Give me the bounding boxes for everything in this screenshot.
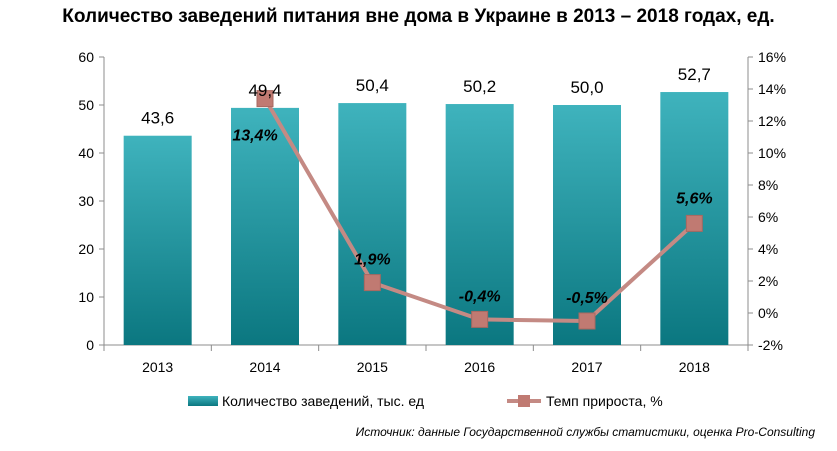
bar-value-label: 50,4 — [356, 76, 389, 95]
source-note: Источник: данные Государственной службы … — [355, 425, 815, 439]
growth-value-label: -0,4% — [459, 288, 501, 305]
chart-title: Количество заведений питания вне дома в … — [62, 6, 775, 27]
bar-value-label: 50,2 — [463, 77, 496, 96]
x-tick-label: 2018 — [679, 359, 710, 375]
y-right-tick-label: 6% — [758, 209, 778, 225]
x-tick-label: 2014 — [249, 359, 280, 375]
y-right-tick-label: 10% — [758, 145, 786, 161]
x-tick-label: 2017 — [571, 359, 602, 375]
bar — [123, 135, 192, 345]
growth-marker — [256, 90, 274, 108]
y-right-tick-label: 14% — [758, 81, 786, 97]
growth-marker — [363, 274, 381, 292]
y-right-tick-label: -2% — [758, 337, 783, 353]
legend-line-label: Темп прироста, % — [546, 393, 663, 409]
y-right-tick-label: 0% — [758, 305, 778, 321]
x-tick-label: 2013 — [142, 359, 173, 375]
bar-value-label: 49,4 — [248, 81, 281, 100]
y-right-tick-label: 2% — [758, 273, 778, 289]
y-left-tick-label: 10 — [78, 289, 94, 305]
bar — [553, 105, 621, 345]
bar — [231, 107, 299, 345]
y-left-tick-label: 50 — [78, 97, 94, 113]
y-right-tick-label: 16% — [758, 49, 786, 65]
growth-value-label: 1,9% — [354, 252, 390, 269]
legend-bar-swatch — [188, 396, 218, 406]
bar-value-label: 52,7 — [678, 65, 711, 84]
y-right-tick-label: 8% — [758, 177, 778, 193]
growth-marker — [685, 214, 703, 232]
growth-marker — [578, 312, 596, 330]
growth-marker — [471, 310, 489, 328]
bar — [338, 103, 407, 345]
growth-value-label: -0,5% — [566, 290, 608, 307]
y-right-tick-label: 12% — [758, 113, 786, 129]
bar-value-label: 43,6 — [141, 109, 174, 128]
y-left-tick-label: 0 — [86, 337, 94, 353]
legend-bar-label: Количество заведений, тыс. ед — [222, 393, 424, 409]
y-left-tick-label: 30 — [78, 193, 94, 209]
bar — [445, 104, 514, 345]
legend-line-marker — [518, 395, 530, 407]
growth-value-label: 13,4% — [232, 128, 277, 145]
y-left-tick-label: 20 — [78, 241, 94, 257]
bar-value-label: 50,0 — [570, 78, 603, 97]
x-tick-label: 2015 — [357, 359, 388, 375]
y-left-tick-label: 40 — [78, 145, 94, 161]
x-tick-label: 2016 — [464, 359, 495, 375]
y-right-tick-label: 4% — [758, 241, 778, 257]
growth-value-label: 5,6% — [676, 190, 712, 207]
y-left-tick-label: 60 — [78, 49, 94, 65]
